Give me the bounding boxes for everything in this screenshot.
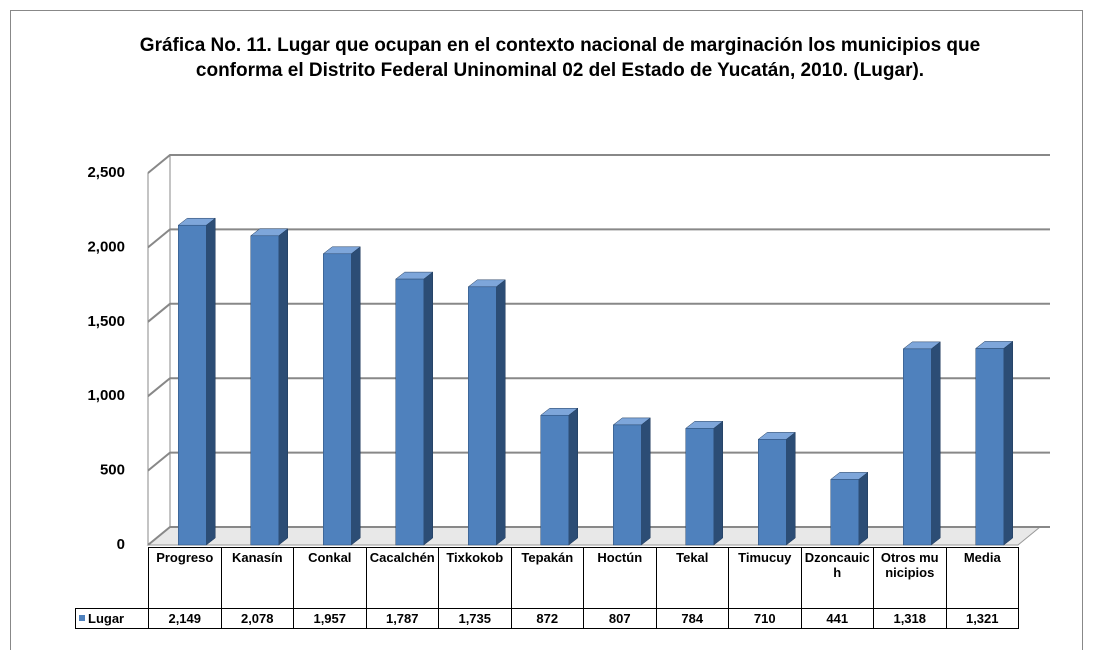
y-tick-label: 0 — [117, 536, 125, 553]
bar-side — [858, 471, 868, 546]
category-label: Media — [945, 547, 1019, 609]
bar-side — [786, 431, 796, 546]
grid-line — [147, 526, 1050, 546]
bar — [468, 286, 497, 546]
grid-line — [147, 154, 1050, 174]
grid-line — [147, 377, 1050, 397]
value-label: 1,735 — [438, 608, 512, 629]
bar-side — [351, 246, 361, 546]
y-tick-label: 1,500 — [87, 313, 125, 330]
value-label: 872 — [510, 608, 584, 629]
bar — [540, 414, 569, 546]
category-label: Conkal — [293, 547, 367, 609]
value-label: 807 — [583, 608, 657, 629]
bar-side — [206, 217, 216, 546]
category-label: Tixkokob — [438, 547, 512, 609]
legend-key — [79, 615, 85, 621]
category-label: Tepakán — [510, 547, 584, 609]
bar — [975, 348, 1004, 546]
category-row: Progreso Kanasín Conkal Cacalchén Tixkokob Te… — [76, 547, 1019, 609]
category-label: Dzoncauich — [800, 547, 874, 609]
data-table: Progreso Kanasín Conkal Cacalchén Tixkokob Te… — [75, 547, 1019, 629]
empty-cell — [76, 548, 149, 609]
category-label: Otros municipios — [873, 547, 947, 609]
value-label: 2,149 — [148, 608, 222, 629]
category-label: Tekal — [655, 547, 729, 609]
bar — [830, 479, 859, 546]
value-label: 710 — [728, 608, 802, 629]
category-label: Progreso — [148, 547, 222, 609]
bar — [903, 348, 932, 546]
bar — [758, 439, 787, 546]
bar-side — [641, 417, 651, 546]
chart-title: Gráfica No. 11. Lugar que ocupan en el c… — [139, 35, 981, 81]
grid-line — [147, 228, 1050, 249]
bar — [250, 235, 279, 546]
bar-side — [496, 279, 506, 546]
value-label: 1,321 — [945, 608, 1019, 629]
bar — [323, 253, 352, 546]
category-label: Hoctún — [583, 547, 657, 609]
y-tick-label: 2,000 — [87, 238, 125, 255]
category-label: Cacalchén — [365, 547, 439, 609]
y-tick-label: 500 — [100, 462, 125, 479]
value-label: 1,957 — [293, 608, 367, 629]
bar-side — [423, 271, 433, 546]
bar-side — [568, 407, 578, 546]
value-label: 784 — [655, 608, 729, 629]
legend-label: Lugar — [88, 611, 125, 626]
bar-side — [931, 341, 941, 546]
bar-side — [1003, 340, 1013, 546]
legend-cell: Lugar — [75, 608, 149, 629]
value-label: 441 — [800, 608, 874, 629]
value-label: 1,787 — [365, 608, 439, 629]
bar-side — [278, 228, 288, 546]
bar — [685, 428, 714, 546]
bar — [395, 278, 424, 546]
bar — [613, 424, 642, 546]
value-label: 2,078 — [220, 608, 294, 629]
grid-line — [147, 302, 1050, 323]
bar — [178, 224, 207, 546]
bar-side — [713, 420, 723, 546]
grid-line — [147, 451, 1050, 472]
chart-frame — [10, 10, 1083, 650]
category-label: Timucuy — [728, 547, 802, 609]
value-label: 1,318 — [873, 608, 947, 629]
y-tick-label: 2,500 — [87, 164, 125, 181]
category-label: Kanasín — [220, 547, 294, 609]
y-tick-label: 1,000 — [87, 387, 125, 404]
value-row: Lugar 2,149 2,078 1,957 1,787 1,735 872 807 784 7… — [75, 608, 1019, 629]
